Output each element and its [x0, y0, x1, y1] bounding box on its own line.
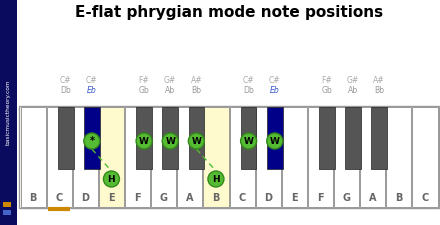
Circle shape: [208, 171, 224, 187]
Text: Ab: Ab: [165, 86, 175, 95]
Text: D: D: [264, 193, 272, 203]
Text: F#: F#: [322, 76, 332, 85]
Circle shape: [241, 133, 257, 149]
Circle shape: [103, 171, 119, 187]
Text: C#: C#: [243, 76, 254, 85]
Text: C: C: [55, 193, 63, 203]
Text: Ab: Ab: [348, 86, 358, 95]
Text: W: W: [139, 137, 149, 146]
Text: C: C: [422, 193, 429, 203]
Text: A: A: [369, 193, 377, 203]
Bar: [3, 202, 11, 207]
Text: W: W: [165, 137, 175, 146]
Bar: [203, 107, 228, 207]
Circle shape: [267, 133, 283, 149]
Text: B: B: [395, 193, 403, 203]
Text: E-flat phrygian mode note positions: E-flat phrygian mode note positions: [75, 5, 383, 20]
Text: H: H: [212, 175, 220, 184]
Text: Bb: Bb: [191, 86, 202, 95]
Text: G#: G#: [347, 76, 359, 85]
Text: Db: Db: [60, 86, 71, 95]
Bar: [188, 107, 204, 169]
Text: C#: C#: [269, 76, 281, 85]
Bar: [84, 107, 100, 169]
Bar: [136, 107, 152, 169]
Bar: [308, 107, 333, 207]
Text: Db: Db: [243, 86, 254, 95]
Text: W: W: [244, 137, 253, 146]
Text: W: W: [270, 137, 280, 146]
Text: Eb: Eb: [270, 86, 279, 95]
Text: Gb: Gb: [322, 86, 332, 95]
Bar: [21, 107, 46, 207]
Text: Eb: Eb: [87, 86, 97, 95]
Circle shape: [188, 133, 204, 149]
Bar: [371, 107, 387, 169]
Text: D: D: [81, 193, 89, 203]
Text: basicmusictheory.com: basicmusictheory.com: [6, 80, 11, 145]
Bar: [267, 107, 282, 169]
Bar: [386, 107, 411, 207]
Bar: [177, 107, 202, 207]
Text: H: H: [108, 175, 115, 184]
Bar: [99, 107, 124, 207]
Text: F: F: [134, 193, 141, 203]
Circle shape: [162, 133, 178, 149]
Bar: [319, 107, 335, 169]
Text: C#: C#: [86, 76, 98, 85]
Bar: [412, 107, 437, 207]
Text: E: E: [291, 193, 297, 203]
Text: A#: A#: [374, 76, 385, 85]
Text: Bb: Bb: [374, 86, 384, 95]
Bar: [47, 107, 72, 207]
Text: Gb: Gb: [139, 86, 150, 95]
Text: G: G: [343, 193, 351, 203]
Bar: [3, 210, 11, 215]
Text: C: C: [238, 193, 246, 203]
Text: F#: F#: [139, 76, 150, 85]
Text: G#: G#: [164, 76, 176, 85]
Text: A#: A#: [191, 76, 202, 85]
Bar: [241, 107, 257, 169]
Bar: [162, 107, 178, 169]
Text: W: W: [191, 137, 201, 146]
Bar: [58, 107, 73, 169]
Bar: [256, 107, 281, 207]
Bar: [230, 107, 255, 207]
Bar: [0, 0, 17, 225]
Bar: [334, 107, 359, 207]
Text: B: B: [212, 193, 220, 203]
Bar: [125, 107, 150, 207]
Bar: [345, 107, 361, 169]
Text: C#: C#: [60, 76, 72, 85]
Bar: [151, 107, 176, 207]
Text: G: G: [160, 193, 168, 203]
Bar: [282, 107, 307, 207]
Circle shape: [136, 133, 152, 149]
Bar: [360, 107, 385, 207]
Text: F: F: [317, 193, 324, 203]
Text: E: E: [108, 193, 115, 203]
Bar: [73, 107, 98, 207]
Bar: [19, 106, 439, 208]
Circle shape: [84, 133, 100, 149]
Text: A: A: [186, 193, 194, 203]
Text: B: B: [29, 193, 37, 203]
Text: *: *: [89, 136, 94, 146]
